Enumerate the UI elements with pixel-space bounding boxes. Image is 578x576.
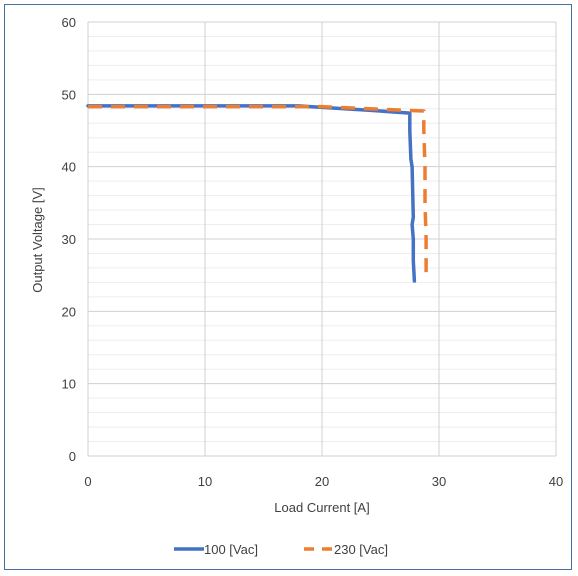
series-lines <box>86 104 428 283</box>
x-tick-label: 30 <box>432 474 446 489</box>
y-tick-label: 10 <box>62 377 76 392</box>
series-line-2 <box>88 104 428 281</box>
y-axis-title: Output Voltage [V] <box>30 187 45 293</box>
x-axis-title: Load Current [A] <box>274 500 369 515</box>
legend: 100 [Vac] 230 [Vac] <box>174 542 388 557</box>
y-tick-label: 20 <box>62 304 76 319</box>
y-tick-label: 60 <box>62 15 76 30</box>
x-axis-ticks: 0 10 20 30 40 <box>84 474 563 489</box>
x-tick-label: 20 <box>315 474 329 489</box>
legend-label-1: 100 [Vac] <box>204 542 258 557</box>
y-axis-ticks: 0 10 20 30 40 50 60 <box>62 15 76 464</box>
x-tick-label: 40 <box>549 474 563 489</box>
legend-label-2: 230 [Vac] <box>334 542 388 557</box>
y-tick-label: 50 <box>62 87 76 102</box>
x-tick-label: 10 <box>198 474 212 489</box>
y-tick-label: 0 <box>69 449 76 464</box>
y-tick-label: 40 <box>62 160 76 175</box>
major-gridlines <box>87 21 557 457</box>
x-tick-label: 0 <box>84 474 91 489</box>
series-line-1 <box>86 104 417 283</box>
chart-frame <box>4 4 572 570</box>
y-tick-label: 30 <box>62 232 76 247</box>
